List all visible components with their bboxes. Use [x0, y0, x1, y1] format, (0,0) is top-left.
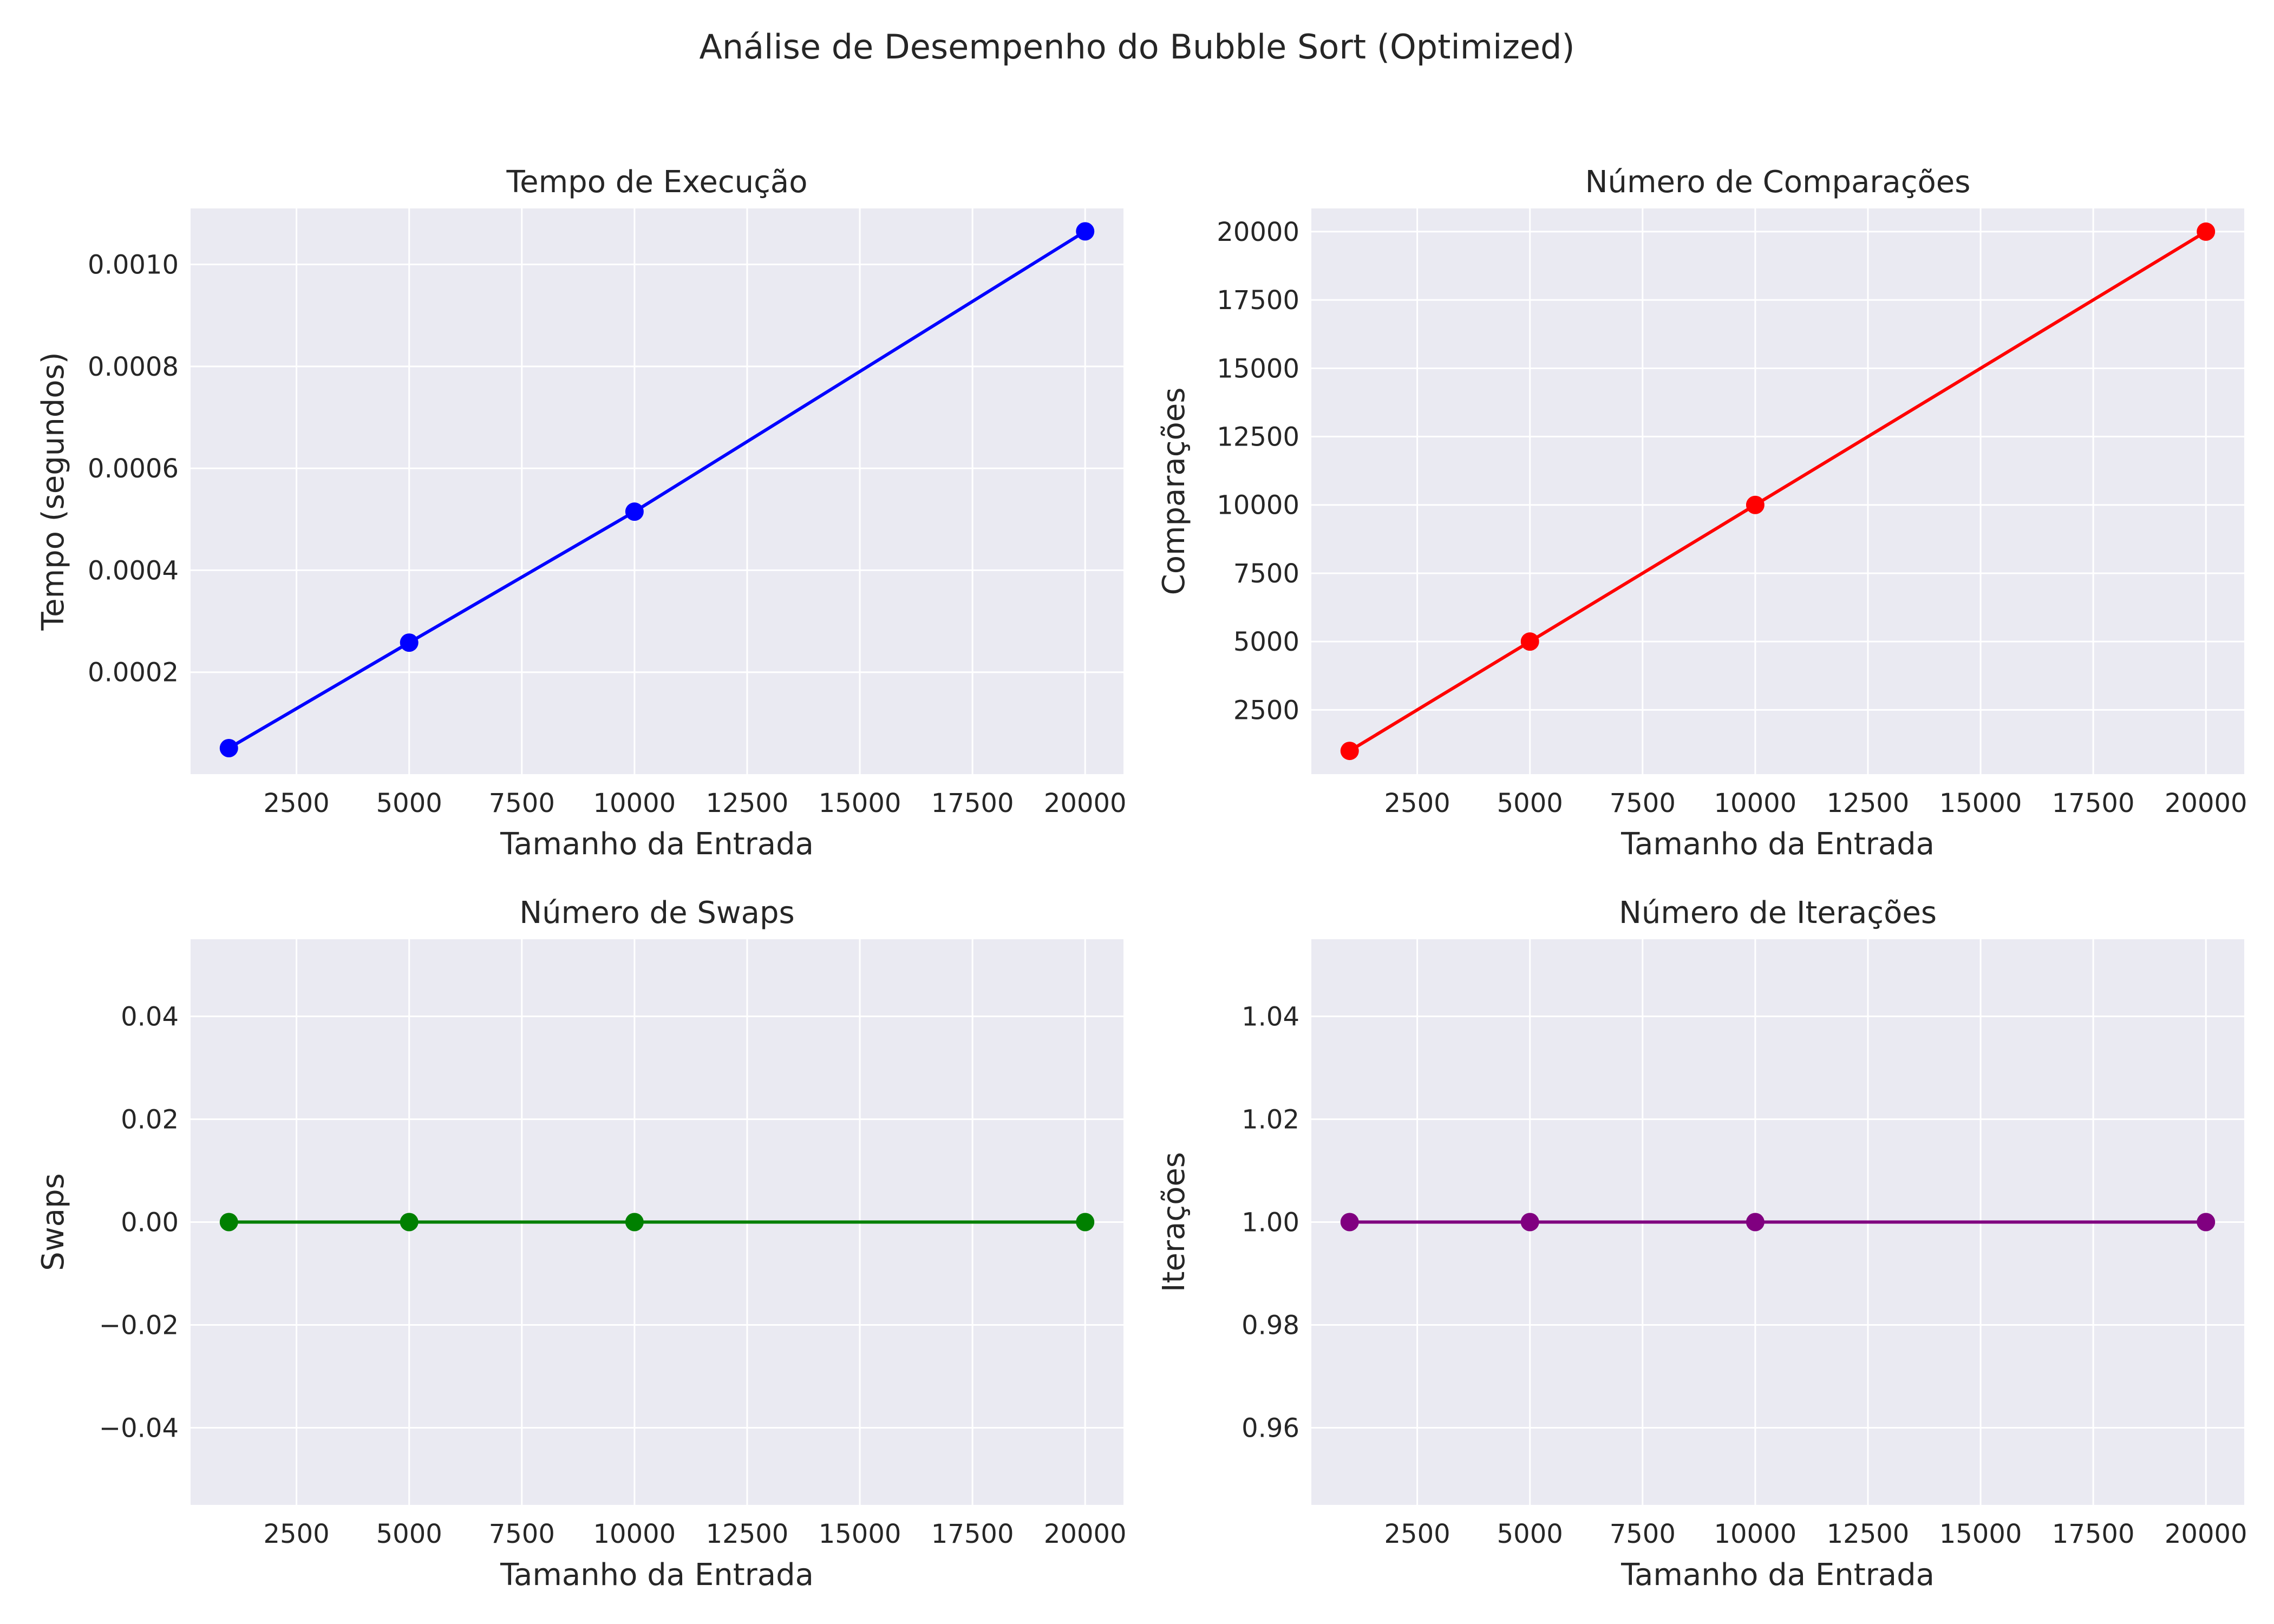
y-axis-label: Tempo (segundos): [36, 352, 71, 631]
data-point: [1340, 1213, 1359, 1232]
y-tick-label: 0.96: [1241, 1413, 1299, 1444]
x-tick-label: 15000: [1939, 788, 2022, 818]
x-tick-label: 20000: [2165, 788, 2247, 818]
x-tick-label: 20000: [1044, 788, 1127, 818]
x-tick-label: 2500: [1384, 1519, 1450, 1549]
x-tick-label: 2500: [264, 788, 330, 818]
data-point: [400, 1213, 419, 1232]
data-point: [1746, 495, 1765, 514]
x-tick-label: 20000: [1044, 1519, 1127, 1549]
x-tick-label: 5000: [1497, 1519, 1563, 1549]
data-point: [400, 633, 419, 652]
y-tick-label: 20000: [1217, 217, 1299, 247]
y-tick-label: −0.04: [99, 1413, 179, 1444]
x-tick-label: 2500: [264, 1519, 330, 1549]
data-point: [1340, 742, 1359, 761]
y-tick-label: 12500: [1217, 422, 1299, 453]
data-point: [2197, 1213, 2216, 1232]
y-axis-label: Swaps: [36, 1173, 71, 1271]
y-tick-label: 0.04: [121, 1002, 179, 1032]
subplot-grid: 2500 5000 7500 10000 12500 15000 17500 20000 0.0…: [36, 165, 2247, 1593]
y-axis-label: Iterações: [1156, 1152, 1192, 1292]
y-axis-label: Comparações: [1156, 388, 1192, 595]
x-tick-label: 12500: [1827, 1519, 1910, 1549]
y-tick-label: 0.0004: [88, 555, 179, 586]
x-tick-label: 5000: [376, 788, 442, 818]
x-tick-label: 5000: [1497, 788, 1563, 818]
x-axis-label: Tamanho da Entrada: [1620, 1557, 1935, 1593]
data-point: [219, 1213, 238, 1232]
y-tick-label: 1.02: [1241, 1105, 1299, 1135]
subplot-3: 2500 5000 7500 10000 12500 15000 17500 20000 −0.…: [36, 895, 1127, 1593]
y-tick-label: 2500: [1233, 695, 1299, 725]
y-tick-label: 10000: [1217, 490, 1299, 521]
series-line: [228, 230, 1086, 750]
y-tick-label: 5000: [1233, 627, 1299, 657]
x-tick-label: 10000: [593, 1519, 676, 1549]
y-tick-label: 0.0006: [88, 454, 179, 484]
y-tick-label: 0.0010: [88, 250, 179, 280]
y-tick-label: 0.00: [121, 1208, 179, 1238]
x-tick-label: 15000: [819, 788, 901, 818]
x-axis-label: Tamanho da Entrada: [500, 827, 814, 862]
y-tick-label: 0.02: [121, 1105, 179, 1135]
x-tick-label: 17500: [931, 788, 1014, 818]
y-tick-label: 1.04: [1241, 1002, 1299, 1032]
subplot-title: Número de Iterações: [1619, 895, 1937, 931]
subplot-title: Número de Swaps: [519, 895, 794, 931]
data-point: [1746, 1213, 1765, 1232]
x-tick-label: 20000: [2165, 1519, 2247, 1549]
y-tick-label: 0.0008: [88, 352, 179, 382]
data-point: [625, 1213, 644, 1232]
x-axis-label: Tamanho da Entrada: [1620, 827, 1935, 862]
x-tick-label: 7500: [489, 1519, 555, 1549]
x-tick-label: 7500: [1610, 1519, 1676, 1549]
y-tick-label: 17500: [1217, 285, 1299, 316]
x-tick-label: 10000: [593, 788, 676, 818]
x-tick-label: 7500: [1610, 788, 1676, 818]
subplot-2: 2500 5000 7500 10000 12500 15000 17500 20000 250…: [1156, 165, 2247, 862]
data-point: [1076, 1213, 1095, 1232]
data-point: [1520, 632, 1539, 651]
data-point: [1076, 222, 1095, 241]
data-point: [2197, 222, 2216, 241]
x-tick-label: 15000: [1939, 1519, 2022, 1549]
x-tick-label: 7500: [489, 788, 555, 818]
y-tick-label: 7500: [1233, 559, 1299, 589]
x-axis-label: Tamanho da Entrada: [500, 1557, 814, 1593]
data-point: [219, 738, 238, 757]
subplot-title: Tempo de Execução: [506, 165, 807, 200]
data-point: [625, 502, 644, 521]
x-tick-label: 12500: [706, 1519, 789, 1549]
y-tick-label: −0.02: [99, 1311, 179, 1341]
figure-title: Análise de Desempenho do Bubble Sort (Op…: [699, 27, 1574, 67]
data-point: [1520, 1213, 1539, 1232]
x-tick-label: 17500: [2052, 788, 2135, 818]
series-line: [1349, 230, 2207, 752]
x-tick-label: 10000: [1714, 1519, 1797, 1549]
x-tick-label: 17500: [931, 1519, 1014, 1549]
x-tick-label: 5000: [376, 1519, 442, 1549]
x-tick-label: 10000: [1714, 788, 1797, 818]
x-tick-label: 12500: [706, 788, 789, 818]
x-tick-label: 12500: [1827, 788, 1910, 818]
subplot-1: 2500 5000 7500 10000 12500 15000 17500 20000 0.0…: [36, 165, 1127, 862]
y-tick-label: 0.0002: [88, 658, 179, 688]
y-tick-label: 15000: [1217, 353, 1299, 384]
y-tick-label: 0.98: [1241, 1311, 1299, 1341]
x-tick-label: 17500: [2052, 1519, 2135, 1549]
subplot-title: Número de Comparações: [1585, 165, 1971, 200]
y-tick-label: 1.00: [1241, 1208, 1299, 1238]
x-tick-label: 2500: [1384, 788, 1450, 818]
x-tick-label: 15000: [819, 1519, 901, 1549]
subplot-4: 2500 5000 7500 10000 12500 15000 17500 20000 0.9…: [1156, 895, 2247, 1593]
